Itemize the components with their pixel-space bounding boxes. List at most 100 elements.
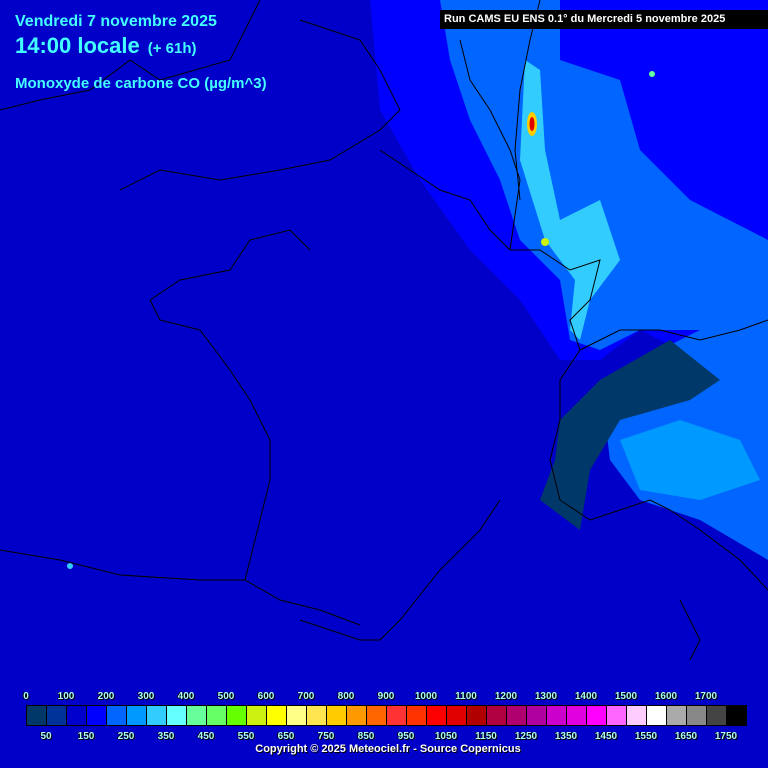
- legend-swatch: [527, 706, 547, 725]
- legend-label-top: 400: [177, 691, 195, 702]
- legend-label-bottom: 150: [77, 731, 95, 742]
- legend-label-top: 100: [57, 691, 75, 702]
- legend-label-top: 200: [97, 691, 115, 702]
- coastline-uk: [0, 0, 401, 191]
- legend-swatch: [387, 706, 407, 725]
- legend-label-bottom: 1450: [594, 731, 618, 742]
- legend-swatch: [467, 706, 487, 725]
- legend-label-bottom: 1250: [514, 731, 538, 742]
- legend-swatch: [447, 706, 467, 725]
- legend-swatch: [187, 706, 207, 725]
- run-info: Run CAMS EU ENS 0.1° du Mercredi 5 novem…: [440, 10, 768, 29]
- legend-label-top: 1700: [694, 691, 718, 702]
- legend-swatch: [647, 706, 667, 725]
- copyright: Copyright © 2025 Meteociel.fr - Source C…: [255, 743, 521, 755]
- hotspot-ruhr-core: [529, 117, 535, 131]
- legend-swatch: [427, 706, 447, 725]
- legend-swatch: [167, 706, 187, 725]
- legend-label-bottom: 550: [237, 731, 255, 742]
- legend-label-top: 600: [257, 691, 275, 702]
- legend-label-top: 1000: [414, 691, 438, 702]
- legend-swatch: [567, 706, 587, 725]
- legend-swatch: [247, 706, 267, 725]
- legend-label-top: 1500: [614, 691, 638, 702]
- parameter-title: Monoxyde de carbone CO (µg/m^3): [15, 75, 267, 92]
- hotspot-east: [649, 71, 655, 77]
- low-zone-alps: [540, 340, 720, 530]
- legend-swatch: [307, 706, 327, 725]
- legend-label-top: 0: [23, 691, 29, 702]
- legend-label-top: 1100: [455, 691, 477, 702]
- lead-time: (+ 61h): [147, 40, 197, 57]
- legend-swatch: [407, 706, 427, 725]
- legend-label-bottom: 450: [197, 731, 215, 742]
- legend-swatch: [667, 706, 687, 725]
- legend-label-bottom: 1750: [714, 731, 738, 742]
- legend-label-top: 800: [337, 691, 355, 702]
- borders: [0, 0, 768, 661]
- legend-swatch: [347, 706, 367, 725]
- forecast-date: Vendredi 7 novembre 2025: [15, 13, 217, 30]
- concentration-field: [67, 0, 768, 569]
- legend-swatch: [487, 706, 507, 725]
- legend-label-bottom: 50: [40, 731, 52, 742]
- legend-label-bottom: 250: [117, 731, 135, 742]
- local-time: 14:00 locale: [15, 33, 140, 58]
- legend-swatch: [587, 706, 607, 725]
- legend-swatch: [227, 706, 247, 725]
- legend-label-bottom: 1550: [634, 731, 658, 742]
- legend-swatch: [687, 706, 707, 725]
- legend-label-bottom: 350: [157, 731, 175, 742]
- legend-swatch: [27, 706, 47, 725]
- plume-light-italy: [620, 420, 760, 500]
- plume-light-rhine: [520, 60, 620, 340]
- forecast-time: 14:00 locale (+ 61h): [15, 33, 197, 59]
- legend-swatch: [727, 706, 746, 725]
- legend-label-bottom: 1650: [674, 731, 698, 742]
- legend-swatch: [87, 706, 107, 725]
- legend-label-bottom: 950: [397, 731, 415, 742]
- legend-label-bottom: 750: [317, 731, 335, 742]
- legend-swatch: [287, 706, 307, 725]
- plume-medium: [440, 0, 768, 350]
- legend-swatch: [207, 706, 227, 725]
- legend-swatch: [707, 706, 727, 725]
- coastline-italy: [669, 509, 768, 661]
- legend-swatch: [327, 706, 347, 725]
- coastline-france: [149, 149, 511, 581]
- legend-swatch: [367, 706, 387, 725]
- legend-label-top: 300: [137, 691, 155, 702]
- legend-label-bottom: 1050: [434, 731, 458, 742]
- legend-swatch: [607, 706, 627, 725]
- hotspot-sw: [67, 563, 73, 569]
- coastline-med: [299, 499, 501, 641]
- hotspot-liege: [541, 238, 549, 246]
- border-east: [510, 249, 671, 521]
- legend-swatch: [107, 706, 127, 725]
- legend-label-top: 1400: [574, 691, 598, 702]
- legend-label-top: 500: [217, 691, 235, 702]
- border-spain: [244, 579, 361, 626]
- legend-label-bottom: 1150: [475, 731, 497, 742]
- color-legend: [26, 705, 747, 726]
- legend-swatch: [127, 706, 147, 725]
- legend-label-top: 1600: [654, 691, 678, 702]
- legend-swatch: [507, 706, 527, 725]
- legend-label-top: 1300: [534, 691, 558, 702]
- legend-label-top: 1200: [494, 691, 518, 702]
- legend-swatch: [267, 706, 287, 725]
- legend-swatch: [67, 706, 87, 725]
- legend-label-top: 700: [297, 691, 315, 702]
- legend-swatch: [547, 706, 567, 725]
- legend-label-bottom: 1350: [554, 731, 578, 742]
- border-alps: [579, 319, 768, 351]
- coastline-spain: [0, 549, 245, 581]
- legend-swatch: [627, 706, 647, 725]
- legend-swatch: [47, 706, 67, 725]
- legend-label-bottom: 850: [357, 731, 375, 742]
- legend-swatch: [147, 706, 167, 725]
- legend-label-top: 900: [377, 691, 395, 702]
- legend-label-bottom: 650: [277, 731, 295, 742]
